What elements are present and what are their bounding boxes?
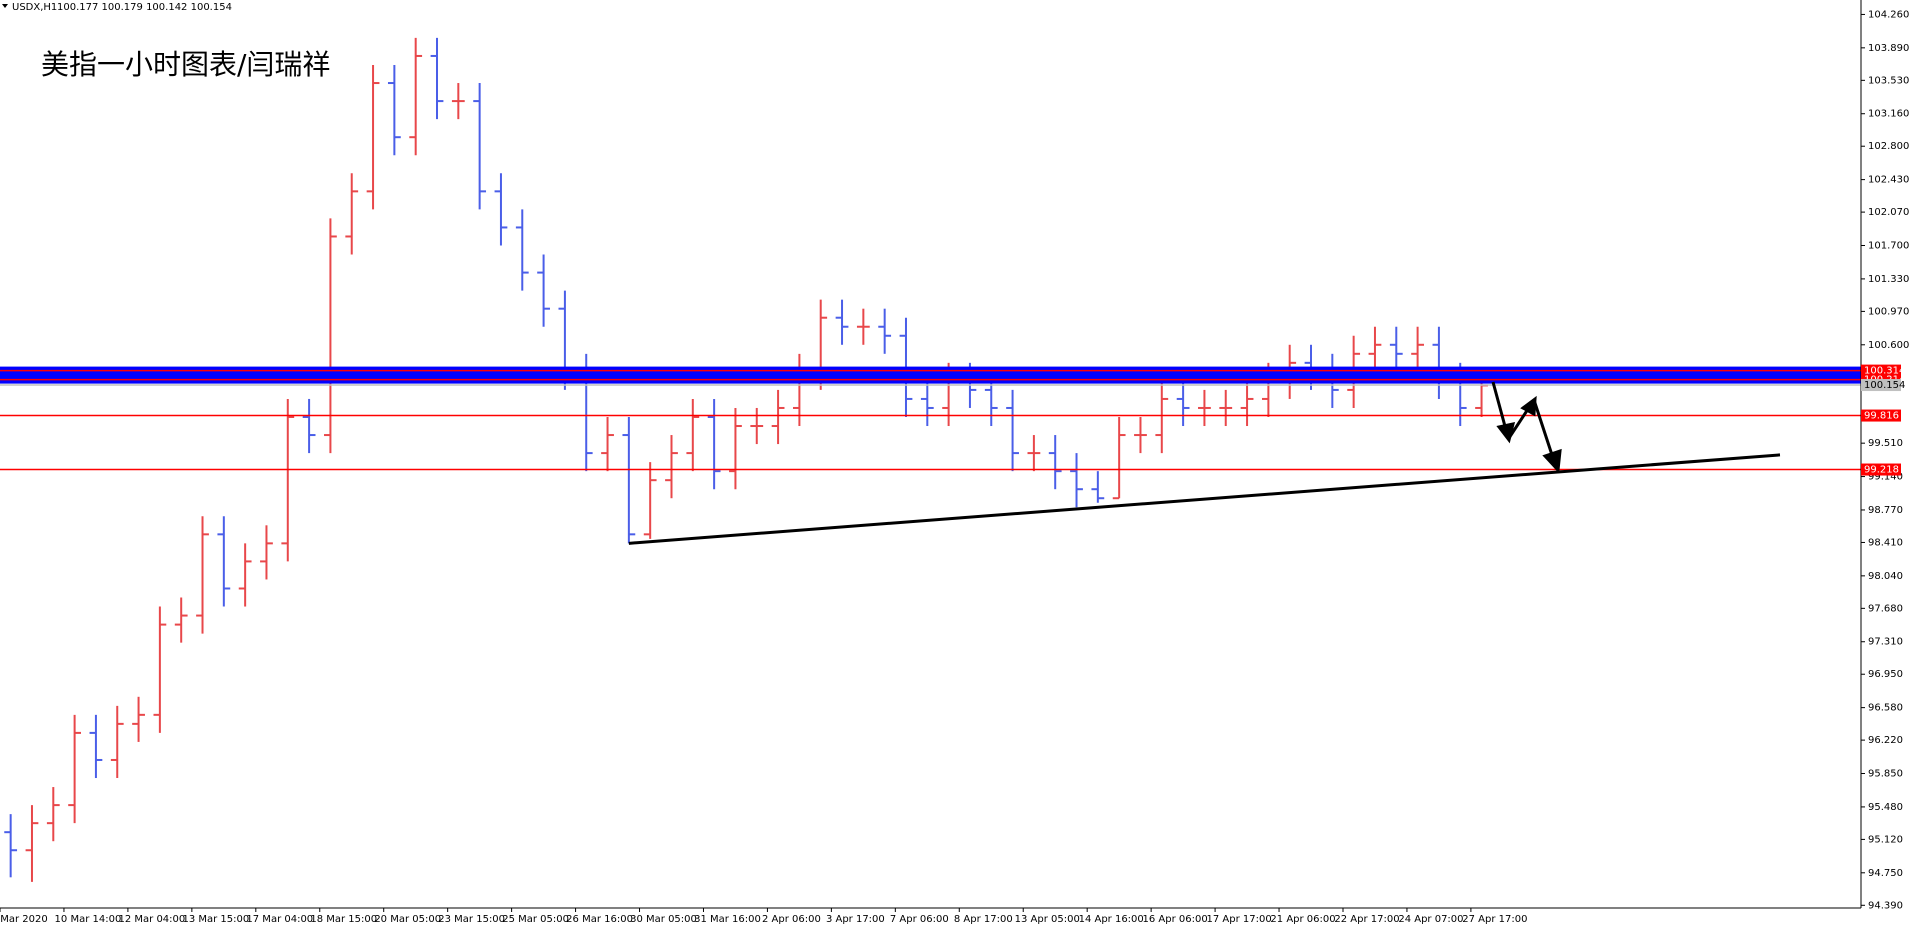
y-tick-label: 95.480 [1868, 802, 1903, 813]
x-tick-label: 8 Apr 17:00 [954, 914, 1013, 925]
y-tick-label: 102.070 [1868, 207, 1909, 218]
x-tick-label: 22 Apr 17:00 [1334, 914, 1399, 925]
y-tick-label: 103.160 [1868, 109, 1909, 120]
x-tick-label: 3 Apr 17:00 [826, 914, 885, 925]
y-tick-label: 95.120 [1868, 834, 1903, 845]
trendline [628, 453, 1781, 545]
x-tick-label: 17 Apr 17:00 [1206, 914, 1271, 925]
x-tick-label: 20 Mar 05:00 [374, 914, 441, 925]
x-tick-label: 25 Mar 05:00 [502, 914, 569, 925]
symbol: USDX,H1 [12, 2, 57, 13]
price-tag [1861, 409, 1901, 422]
y-tick-label: 104.260 [1868, 9, 1909, 20]
y-tick-label: 94.390 [1868, 900, 1903, 911]
price-tag-label: 100.314 [1864, 366, 1905, 377]
x-tick-label: 23 Mar 15:00 [438, 914, 505, 925]
y-tick-label: 97.680 [1868, 603, 1903, 614]
y-tick-label: 98.040 [1868, 571, 1903, 582]
y-tick-label: 96.580 [1868, 703, 1903, 714]
y-tick-label: 99.510 [1868, 438, 1903, 449]
y-tick-label: 97.310 [1868, 637, 1903, 648]
y-tick-label: 103.890 [1868, 43, 1909, 54]
x-tick-label: 31 Mar 16:00 [694, 914, 761, 925]
x-tick-label: 7 Apr 06:00 [890, 914, 949, 925]
arrow [1491, 381, 1508, 431]
x-tick-label: 2 Apr 06:00 [762, 914, 821, 925]
x-tick-label: 21 Apr 06:00 [1270, 914, 1335, 925]
y-tick-label: 103.530 [1868, 75, 1909, 86]
x-tick-label: Mar 2020 [0, 914, 48, 925]
x-tick-label: 27 Apr 17:00 [1462, 914, 1527, 925]
x-tick-label: 12 Mar 04:00 [119, 914, 186, 925]
x-tick-label: 10 Mar 14:00 [55, 914, 122, 925]
y-tick-label: 102.430 [1868, 175, 1909, 186]
y-tick-label: 96.950 [1868, 669, 1903, 680]
quote: 100.177 100.179 100.142 100.154 [57, 2, 232, 13]
price-tag [1861, 364, 1901, 377]
y-tick-label: 100.970 [1868, 306, 1909, 317]
y-tick-label: 100.600 [1868, 340, 1909, 351]
arrow [1532, 399, 1555, 459]
y-tick-label: 102.800 [1868, 141, 1909, 152]
x-tick-label: 16 Apr 06:00 [1143, 914, 1208, 925]
x-tick-label: 26 Mar 16:00 [566, 914, 633, 925]
price-tag [1861, 463, 1901, 476]
y-tick-label: 99.140 [1868, 472, 1903, 483]
y-tick-label: 101.700 [1868, 241, 1909, 252]
arrow-head [1520, 395, 1537, 417]
chart-title: 美指一小时图表/闫瑞祥 [41, 48, 330, 81]
y-tick-label: 101.330 [1868, 274, 1909, 285]
resistance-band [0, 366, 1861, 384]
y-tick-label: 96.220 [1868, 735, 1903, 746]
arrow-head [1542, 448, 1562, 474]
y-tick-label: 98.410 [1868, 537, 1903, 548]
x-tick-label: 24 Apr 07:00 [1398, 914, 1463, 925]
x-tick-label: 13 Mar 15:00 [182, 914, 249, 925]
x-tick-label: 14 Apr 16:00 [1079, 914, 1144, 925]
price-tag-label: 99.218 [1864, 465, 1899, 476]
arrows [1491, 381, 1562, 474]
y-tick-label: 95.850 [1868, 769, 1903, 780]
price-tag [1861, 379, 1901, 392]
price-tag-label: 99.816 [1864, 411, 1899, 422]
plot-area [0, 37, 1861, 882]
x-tick-label: 30 Mar 05:00 [630, 914, 697, 925]
x-tick-label: 17 Mar 04:00 [246, 914, 313, 925]
x-tick-label: 13 Apr 05:00 [1015, 914, 1080, 925]
y-tick-label: 98.770 [1868, 505, 1903, 516]
x-tick-label: 18 Mar 15:00 [310, 914, 377, 925]
y-tick-label: 94.750 [1868, 868, 1903, 879]
price-tag-label: 100.154 [1864, 380, 1905, 391]
menu-icon [2, 4, 8, 8]
